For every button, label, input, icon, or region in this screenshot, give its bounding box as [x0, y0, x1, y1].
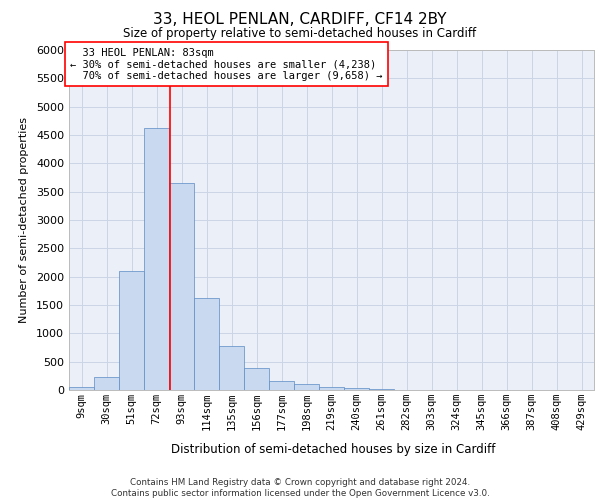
Text: 33, HEOL PENLAN, CARDIFF, CF14 2BY: 33, HEOL PENLAN, CARDIFF, CF14 2BY	[153, 12, 447, 28]
Text: 33 HEOL PENLAN: 83sqm
← 30% of semi-detached houses are smaller (4,238)
  70% of: 33 HEOL PENLAN: 83sqm ← 30% of semi-deta…	[70, 48, 383, 81]
Bar	[244, 368, 269, 390]
Text: Contains HM Land Registry data © Crown copyright and database right 2024.
Contai: Contains HM Land Registry data © Crown c…	[110, 478, 490, 498]
Bar	[344, 388, 369, 390]
Bar	[69, 388, 94, 390]
Bar	[319, 386, 344, 390]
Bar	[369, 389, 394, 390]
Bar	[169, 183, 194, 390]
Bar	[94, 377, 119, 390]
Bar	[144, 128, 169, 390]
Y-axis label: Number of semi-detached properties: Number of semi-detached properties	[19, 117, 29, 323]
Bar	[194, 298, 219, 390]
Text: Size of property relative to semi-detached houses in Cardiff: Size of property relative to semi-detach…	[124, 28, 476, 40]
Bar	[119, 271, 144, 390]
Text: Distribution of semi-detached houses by size in Cardiff: Distribution of semi-detached houses by …	[171, 442, 495, 456]
Bar	[219, 346, 244, 390]
Bar	[294, 384, 319, 390]
Bar	[269, 381, 294, 390]
